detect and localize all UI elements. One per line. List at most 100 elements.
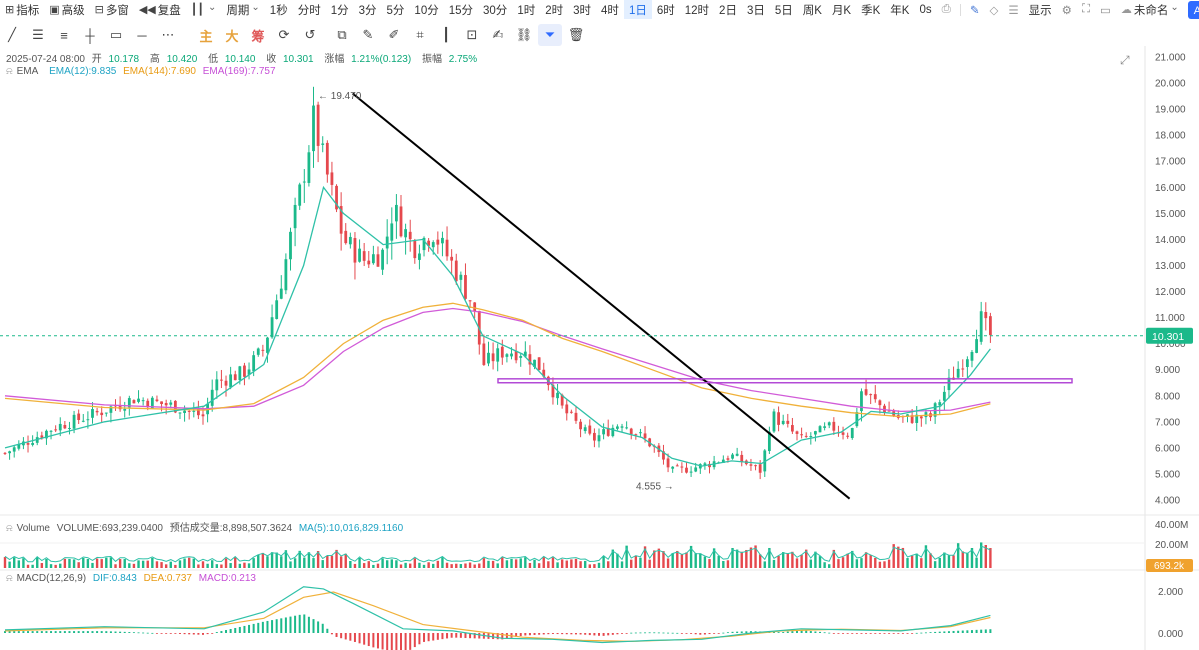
chart-style-button[interactable]: ┃┃ (186, 0, 222, 19)
volume-bar (906, 558, 909, 568)
timeframe-5[interactable]: 10分 (414, 4, 439, 17)
indicator-button[interactable]: ⊞ 指标 (5, 4, 40, 17)
trendline-tool-icon[interactable]: ╱ (8, 27, 16, 42)
macd-bar (123, 631, 126, 633)
timeframe-10[interactable]: 3时 (573, 4, 592, 17)
horizontal-line-tool-icon[interactable]: ┼ (85, 27, 95, 43)
timeframe-1[interactable]: 分时 (297, 4, 321, 17)
macd-bar (68, 631, 71, 633)
ema-name[interactable]: EMA (16, 66, 39, 77)
replay-button[interactable]: ◀◀ 复盘 (138, 4, 181, 17)
volume-bar (312, 558, 315, 568)
timeframe-2[interactable]: 1分 (330, 4, 349, 17)
timeframe-13[interactable]: 6时 (656, 4, 675, 17)
candle-body (233, 374, 237, 381)
timeframe-16[interactable]: 3日 (746, 4, 765, 17)
candle-body (261, 349, 265, 351)
parallel-lines-tool-icon[interactable]: ☰ (32, 27, 44, 42)
volume-bar (828, 564, 831, 568)
link-tool-icon[interactable]: ⛓ (515, 27, 533, 42)
macd-bar (934, 631, 937, 633)
camera-icon[interactable]: ⎙ (941, 3, 951, 15)
timeframe-3[interactable]: 3分 (358, 4, 377, 17)
timeframe-17[interactable]: 5日 (774, 4, 793, 17)
candle-body (100, 412, 104, 416)
macd-bar (524, 633, 527, 636)
drawn-resistance-zone (497, 378, 1073, 384)
fullscreen-icon[interactable]: ⛶ (1081, 3, 1090, 15)
timeframe-7[interactable]: 30分 (483, 4, 508, 17)
timeframe-8[interactable]: 1时 (517, 4, 536, 17)
magnet-tool-icon[interactable]: ⟳ (278, 27, 290, 42)
candle-body (528, 354, 532, 365)
trash-tool-icon[interactable]: 🗑 (567, 27, 585, 42)
macd-bar (91, 631, 94, 633)
alert-icon[interactable]: ⍾ (6, 523, 13, 534)
macd-bar (298, 614, 301, 633)
timeframe-15[interactable]: 2日 (719, 4, 737, 17)
volume-bar (247, 563, 251, 568)
ray-tool-icon[interactable]: ─ (137, 27, 147, 43)
multi-window-button[interactable]: ⊟ 多窗 (94, 4, 129, 17)
lock-tool-icon[interactable]: ⊡ (466, 27, 478, 42)
volume-bar (956, 543, 960, 568)
pen-icon[interactable]: ✎ (969, 4, 980, 17)
big-order-tool[interactable]: 大 (225, 28, 239, 44)
timeframe-6[interactable]: 15分 (448, 4, 474, 17)
display-label[interactable]: 显示 (1028, 4, 1052, 17)
undo-tool-icon[interactable]: ↺ (304, 27, 316, 42)
candle-body (371, 254, 375, 264)
timeframe-4[interactable]: 5分 (386, 4, 405, 17)
ohlc-low: 低 10.140 (208, 54, 256, 65)
macd-bar (892, 633, 895, 634)
measure-tool-icon[interactable]: ⌗ (416, 27, 424, 42)
brush-tool-icon[interactable]: ✐ (388, 27, 400, 42)
main-force-tool[interactable]: 主 (199, 28, 213, 44)
macd-bar (786, 631, 789, 633)
eraser-icon[interactable]: ◇ (989, 4, 999, 17)
candle-tool-icon[interactable]: ┃ (442, 27, 450, 42)
macd-bar (82, 631, 85, 633)
macd-bar (455, 633, 458, 638)
display-settings-icon[interactable]: ☰ (1008, 4, 1019, 17)
macd-bar (36, 631, 39, 633)
volume-name[interactable]: Volume (16, 523, 50, 534)
gear-icon[interactable]: ⚙ (1061, 4, 1072, 17)
note-tool-icon[interactable]: ✍ (492, 27, 504, 42)
macd-bar (303, 614, 306, 633)
timeframe-19[interactable]: 月K (831, 4, 852, 17)
ai-analysis-button[interactable]: AI解读 (1187, 0, 1199, 19)
candle-body (243, 365, 246, 377)
candle-body (201, 414, 205, 417)
cloud-layout-button[interactable]: ☁ 未命名 (1116, 0, 1184, 19)
candle-body (17, 444, 21, 449)
alert-icon[interactable]: ⍾ (6, 66, 13, 77)
macd-name[interactable]: MACD(12,26,9) (16, 573, 87, 584)
candle-body (781, 420, 785, 424)
timeframe-14[interactable]: 12时 (684, 4, 710, 17)
timeframe-11[interactable]: 4时 (601, 4, 619, 17)
expand-chart-icon[interactable]: ⤢ (1119, 53, 1130, 67)
timeframe-18[interactable]: 周K (802, 4, 822, 17)
copy-tool-icon[interactable]: ⧉ (337, 27, 347, 42)
fib-tool-icon[interactable]: ≡ (60, 27, 68, 43)
macd-bar (745, 631, 748, 633)
timeframe-12[interactable]: 1日 (623, 0, 652, 19)
timeframe-21[interactable]: 年K (890, 4, 910, 17)
rectangle-tool-icon[interactable]: ▭ (109, 27, 123, 42)
filter-tool-icon[interactable]: ⏷ (538, 24, 562, 46)
timeframe-0[interactable]: 1秒 (269, 4, 288, 17)
pencil-tool-icon[interactable]: ✎ (362, 27, 374, 42)
timeframe-20[interactable]: 季K (861, 4, 881, 17)
save-icon[interactable]: ▭ (1100, 4, 1111, 17)
chip-tool[interactable]: 筹 (251, 28, 265, 44)
timeframe-9[interactable]: 2时 (545, 4, 564, 17)
more-tools-icon[interactable]: ⋯ (161, 27, 175, 42)
candle-body (832, 421, 836, 431)
period-button[interactable]: 周期 (221, 0, 264, 19)
macd-bar (519, 633, 522, 636)
macd-bar (888, 633, 891, 634)
alert-icon[interactable]: ⍾ (6, 573, 13, 584)
advanced-button[interactable]: ▣ 高级 (49, 4, 85, 17)
